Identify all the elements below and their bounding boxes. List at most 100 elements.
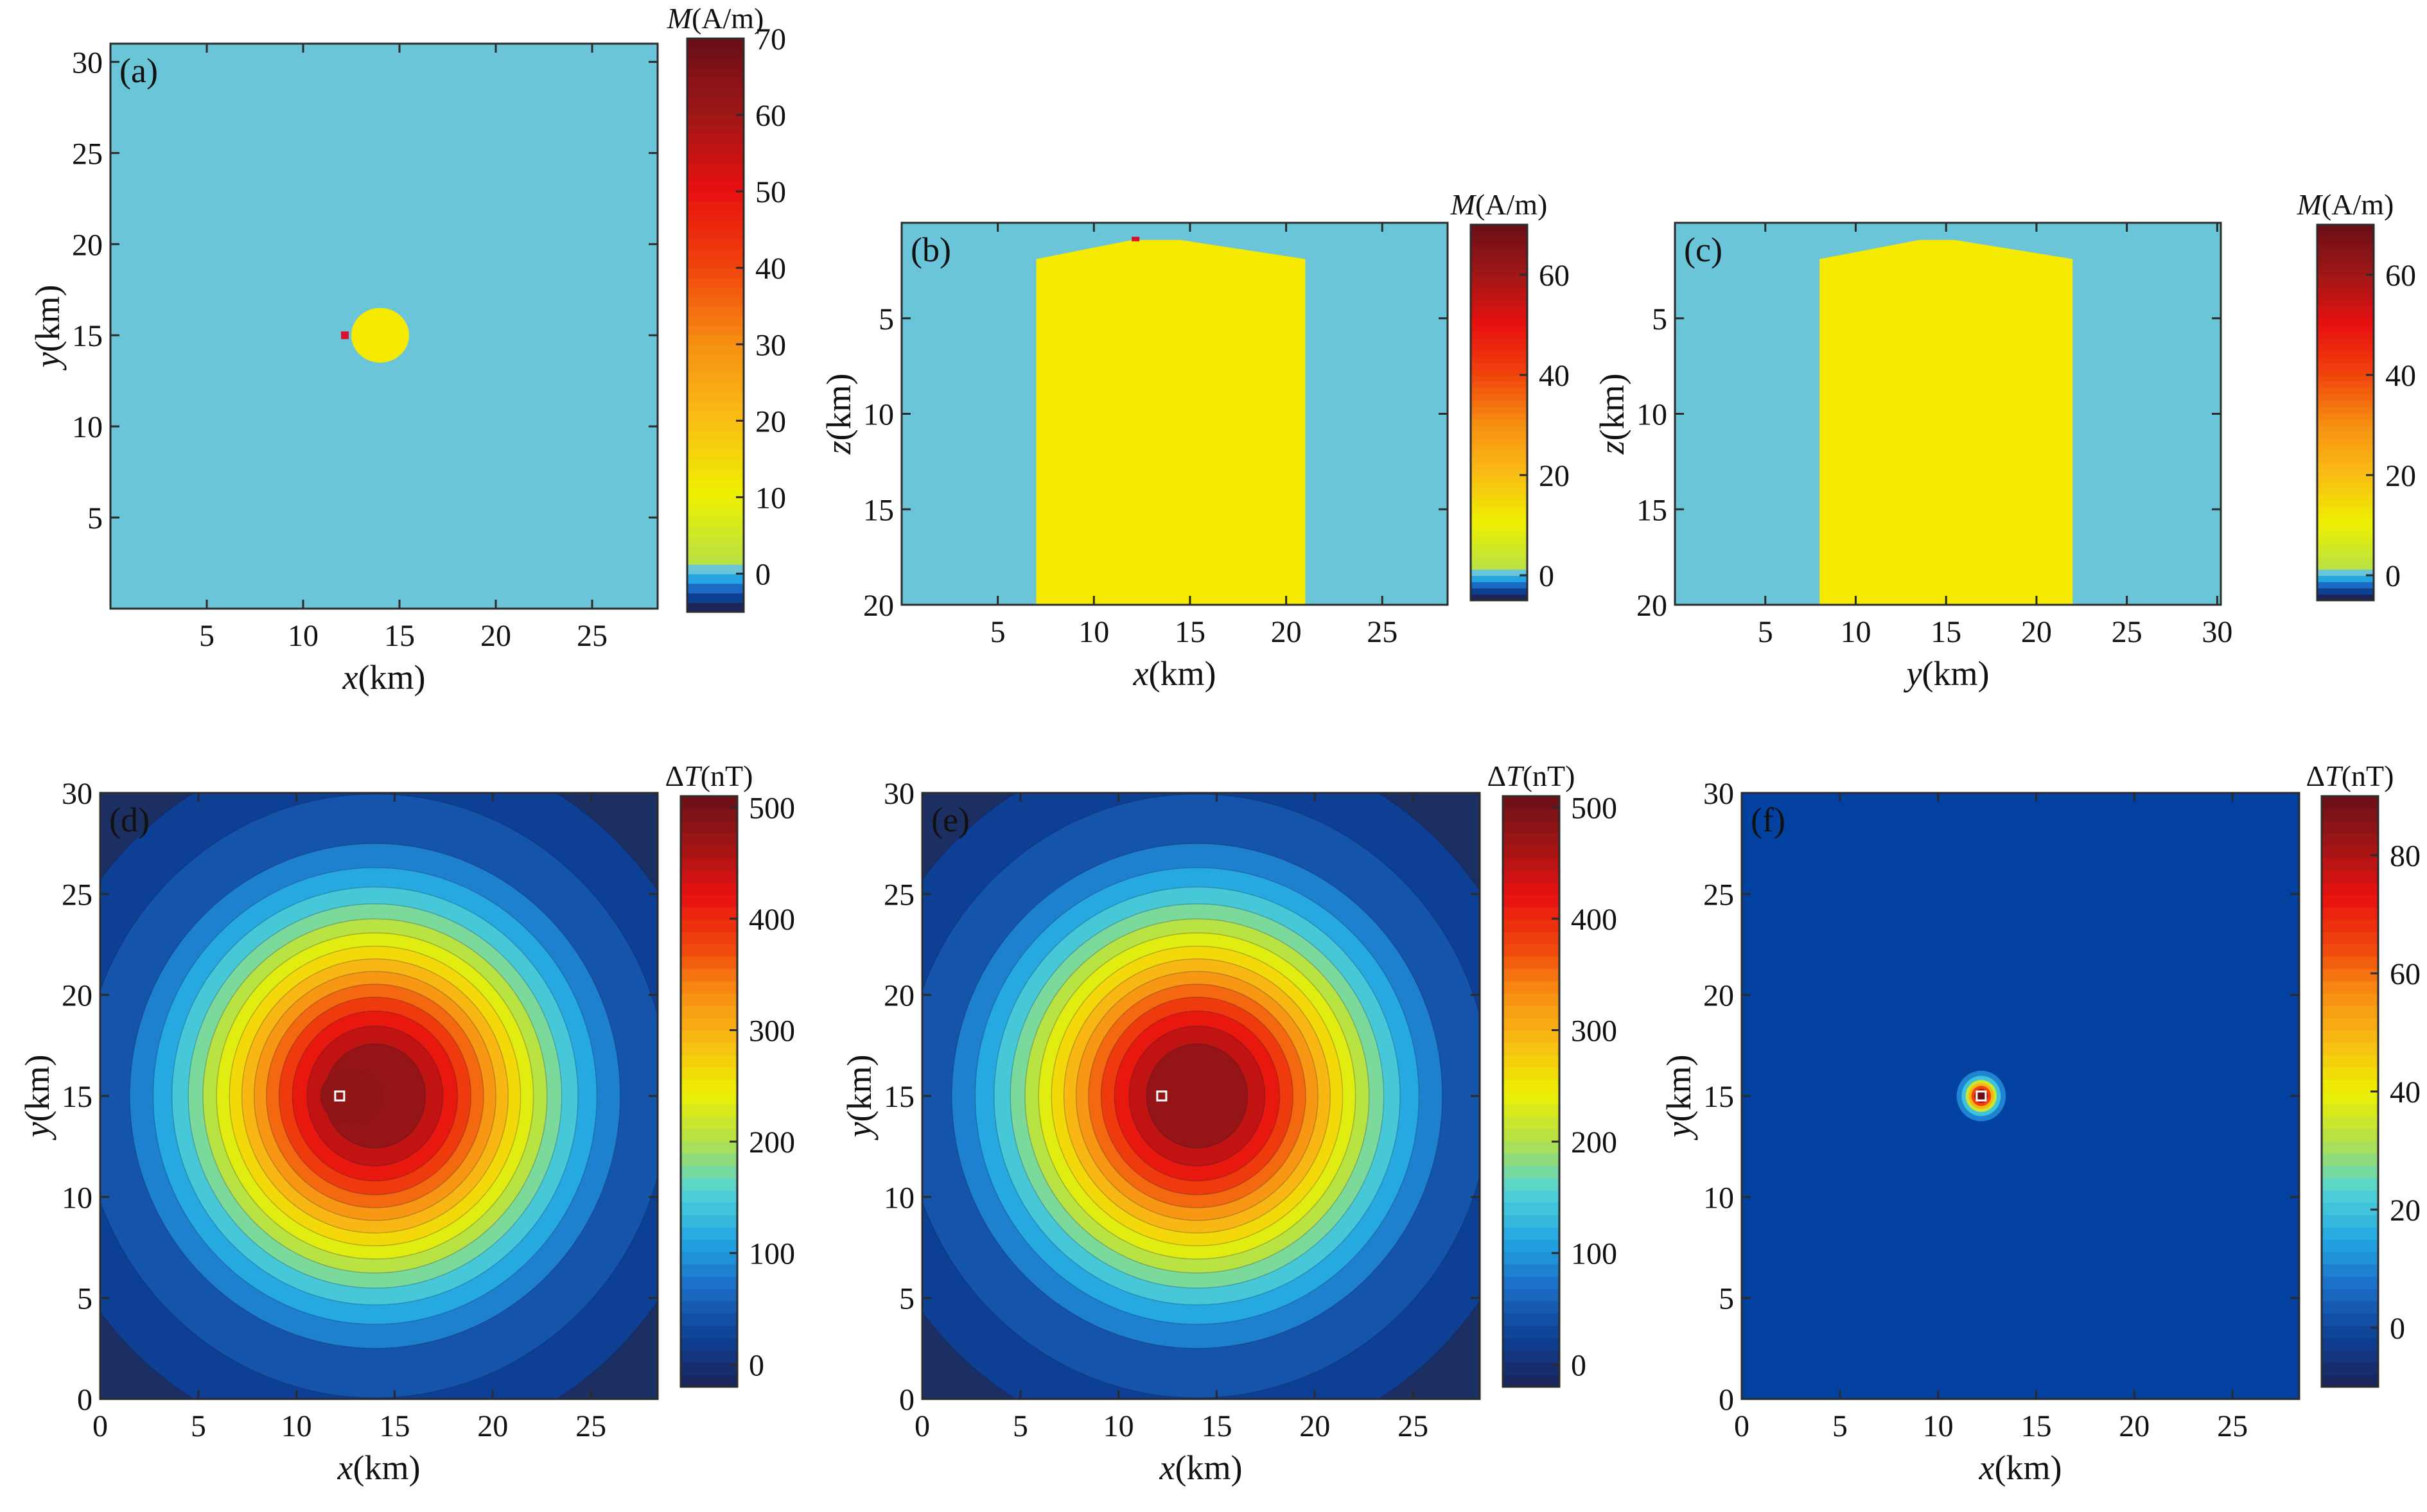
- colorbar-swatch: [681, 1116, 737, 1129]
- y-axis-label: z(km): [819, 374, 858, 455]
- colorbar-swatch: [2322, 1226, 2378, 1240]
- colorbar-swatch: [2322, 1288, 2378, 1301]
- colorbar-swatch: [2317, 293, 2374, 300]
- x-tick-label: 20: [477, 1409, 508, 1443]
- panel-label: (b): [911, 230, 951, 269]
- colorbar-swatch: [687, 306, 744, 317]
- colorbar-swatch: [2317, 225, 2374, 232]
- colorbar-swatch: [681, 1042, 737, 1056]
- colorbar-swatch: [2317, 437, 2374, 445]
- colorbar-swatch: [2317, 287, 2374, 295]
- x-tick-label: 5: [1013, 1409, 1028, 1443]
- colorbar-swatch: [1471, 481, 1527, 489]
- colorbar-swatch: [681, 1350, 737, 1363]
- colorbar-swatch: [2317, 394, 2374, 401]
- colorbar-tick-label: 300: [1571, 1014, 1617, 1048]
- x-tick-label: 10: [1923, 1409, 1954, 1443]
- x-tick-label: 0: [92, 1409, 108, 1443]
- colorbar-swatch: [2322, 1104, 2378, 1117]
- colorbar-swatch: [681, 1276, 737, 1289]
- colorbar-swatch: [2317, 387, 2374, 395]
- x-tick-label: 10: [288, 619, 319, 653]
- colorbar-swatch: [1471, 243, 1527, 250]
- colorbar-swatch: [1503, 907, 1559, 920]
- x-tick-label: 5: [191, 1409, 206, 1443]
- colorbar-swatch: [687, 602, 744, 613]
- colorbar-swatch: [1471, 400, 1527, 407]
- x-tick-label: 25: [2217, 1409, 2248, 1443]
- colorbar-swatch: [1503, 956, 1559, 969]
- anomaly-contours: [1956, 1070, 2006, 1122]
- y-axis-label: y(km): [840, 1055, 879, 1141]
- colorbar-swatch: [1503, 1190, 1559, 1203]
- colorbar-swatch: [1471, 318, 1527, 326]
- panel-label: (c): [1684, 230, 1722, 269]
- x-tick-label: 25: [575, 1409, 606, 1443]
- colorbar-swatch: [2317, 318, 2374, 326]
- colorbar-swatch: [687, 115, 744, 125]
- colorbar-swatch: [681, 796, 737, 810]
- colorbar-swatch: [681, 1079, 737, 1092]
- colorbar-swatch: [1503, 993, 1559, 1006]
- colorbar-swatch: [1471, 381, 1527, 388]
- colorbar-swatch: [2322, 1005, 2378, 1018]
- colorbar-tick-label: 50: [755, 175, 786, 209]
- colorbar-swatch: [681, 1374, 737, 1387]
- colorbar-swatch: [681, 968, 737, 982]
- colorbar-swatch: [2322, 821, 2378, 834]
- secondary-anomaly-lobe: [320, 1068, 383, 1124]
- colorbar-swatch: [681, 1030, 737, 1043]
- source-location-marker: [1156, 1090, 1168, 1102]
- y-tick-label: 10: [884, 1181, 915, 1215]
- colorbar-swatch: [1471, 325, 1527, 332]
- colorbar-swatch: [1503, 1226, 1559, 1240]
- colorbar-swatch: [2317, 275, 2374, 282]
- colorbar-swatch: [2322, 1079, 2378, 1092]
- x-tick-label: 15: [2020, 1409, 2051, 1443]
- colorbar-title: M(A/m): [1450, 188, 1548, 221]
- colorbar-swatch: [2317, 562, 2374, 570]
- colorbar-swatch: [1471, 475, 1527, 482]
- colorbar-tick-label: 40: [2385, 359, 2416, 393]
- colorbar-swatch: [2317, 268, 2374, 275]
- colorbar-swatch: [2322, 1374, 2378, 1387]
- y-tick-label: 25: [884, 878, 915, 912]
- panel-label: (a): [119, 51, 158, 90]
- colorbar-swatch: [681, 931, 737, 944]
- colorbar-swatch: [2317, 250, 2374, 257]
- colorbar-swatch: [1471, 375, 1527, 382]
- colorbar-swatch: [2317, 306, 2374, 313]
- y-axis-label: y(km): [28, 285, 67, 371]
- colorbar-swatch: [2322, 907, 2378, 920]
- colorbar-tick-label: 70: [755, 22, 786, 56]
- colorbar-swatch: [1503, 1140, 1559, 1154]
- colorbar-swatch: [1503, 1152, 1559, 1166]
- x-tick-label: 10: [281, 1409, 312, 1443]
- y-tick-label: 15: [1636, 493, 1667, 527]
- colorbar-swatch: [2317, 331, 2374, 338]
- colorbar-swatch: [2317, 300, 2374, 307]
- colorbar-swatch: [681, 919, 737, 932]
- x-tick-label: 5: [1758, 615, 1773, 649]
- colorbar-swatch: [681, 1165, 737, 1179]
- colorbar-swatch: [687, 583, 744, 594]
- y-tick-label: 20: [72, 228, 103, 262]
- colorbar-swatch: [1503, 1177, 1559, 1191]
- colorbar-tick-label: 40: [1539, 359, 1570, 393]
- colorbar-swatch: [2317, 512, 2374, 520]
- colorbar-swatch: [2322, 857, 2378, 871]
- colorbar-swatch: [1471, 500, 1527, 507]
- x-axis-label: x(km): [1159, 1448, 1243, 1487]
- colorbar-swatch: [681, 894, 737, 908]
- panel-c: 5 10 15 20 25 30 5 10 15 20 y(km) z(km) (c) 0 20 40 60 M(…: [1593, 188, 2416, 693]
- colorbar-swatch: [2322, 1300, 2378, 1314]
- colorbar-tick-label: 400: [1571, 903, 1617, 937]
- contour-level: [1146, 1043, 1249, 1149]
- x-tick-label: 20: [1271, 615, 1302, 649]
- colorbar-swatch: [2322, 1239, 2378, 1253]
- colorbar-swatch: [681, 1091, 737, 1105]
- colorbar-tick-label: 300: [749, 1014, 795, 1048]
- colorbar-swatch: [687, 268, 744, 279]
- x-axis-label: x(km): [1979, 1448, 2062, 1487]
- colorbar-swatch: [1471, 562, 1527, 570]
